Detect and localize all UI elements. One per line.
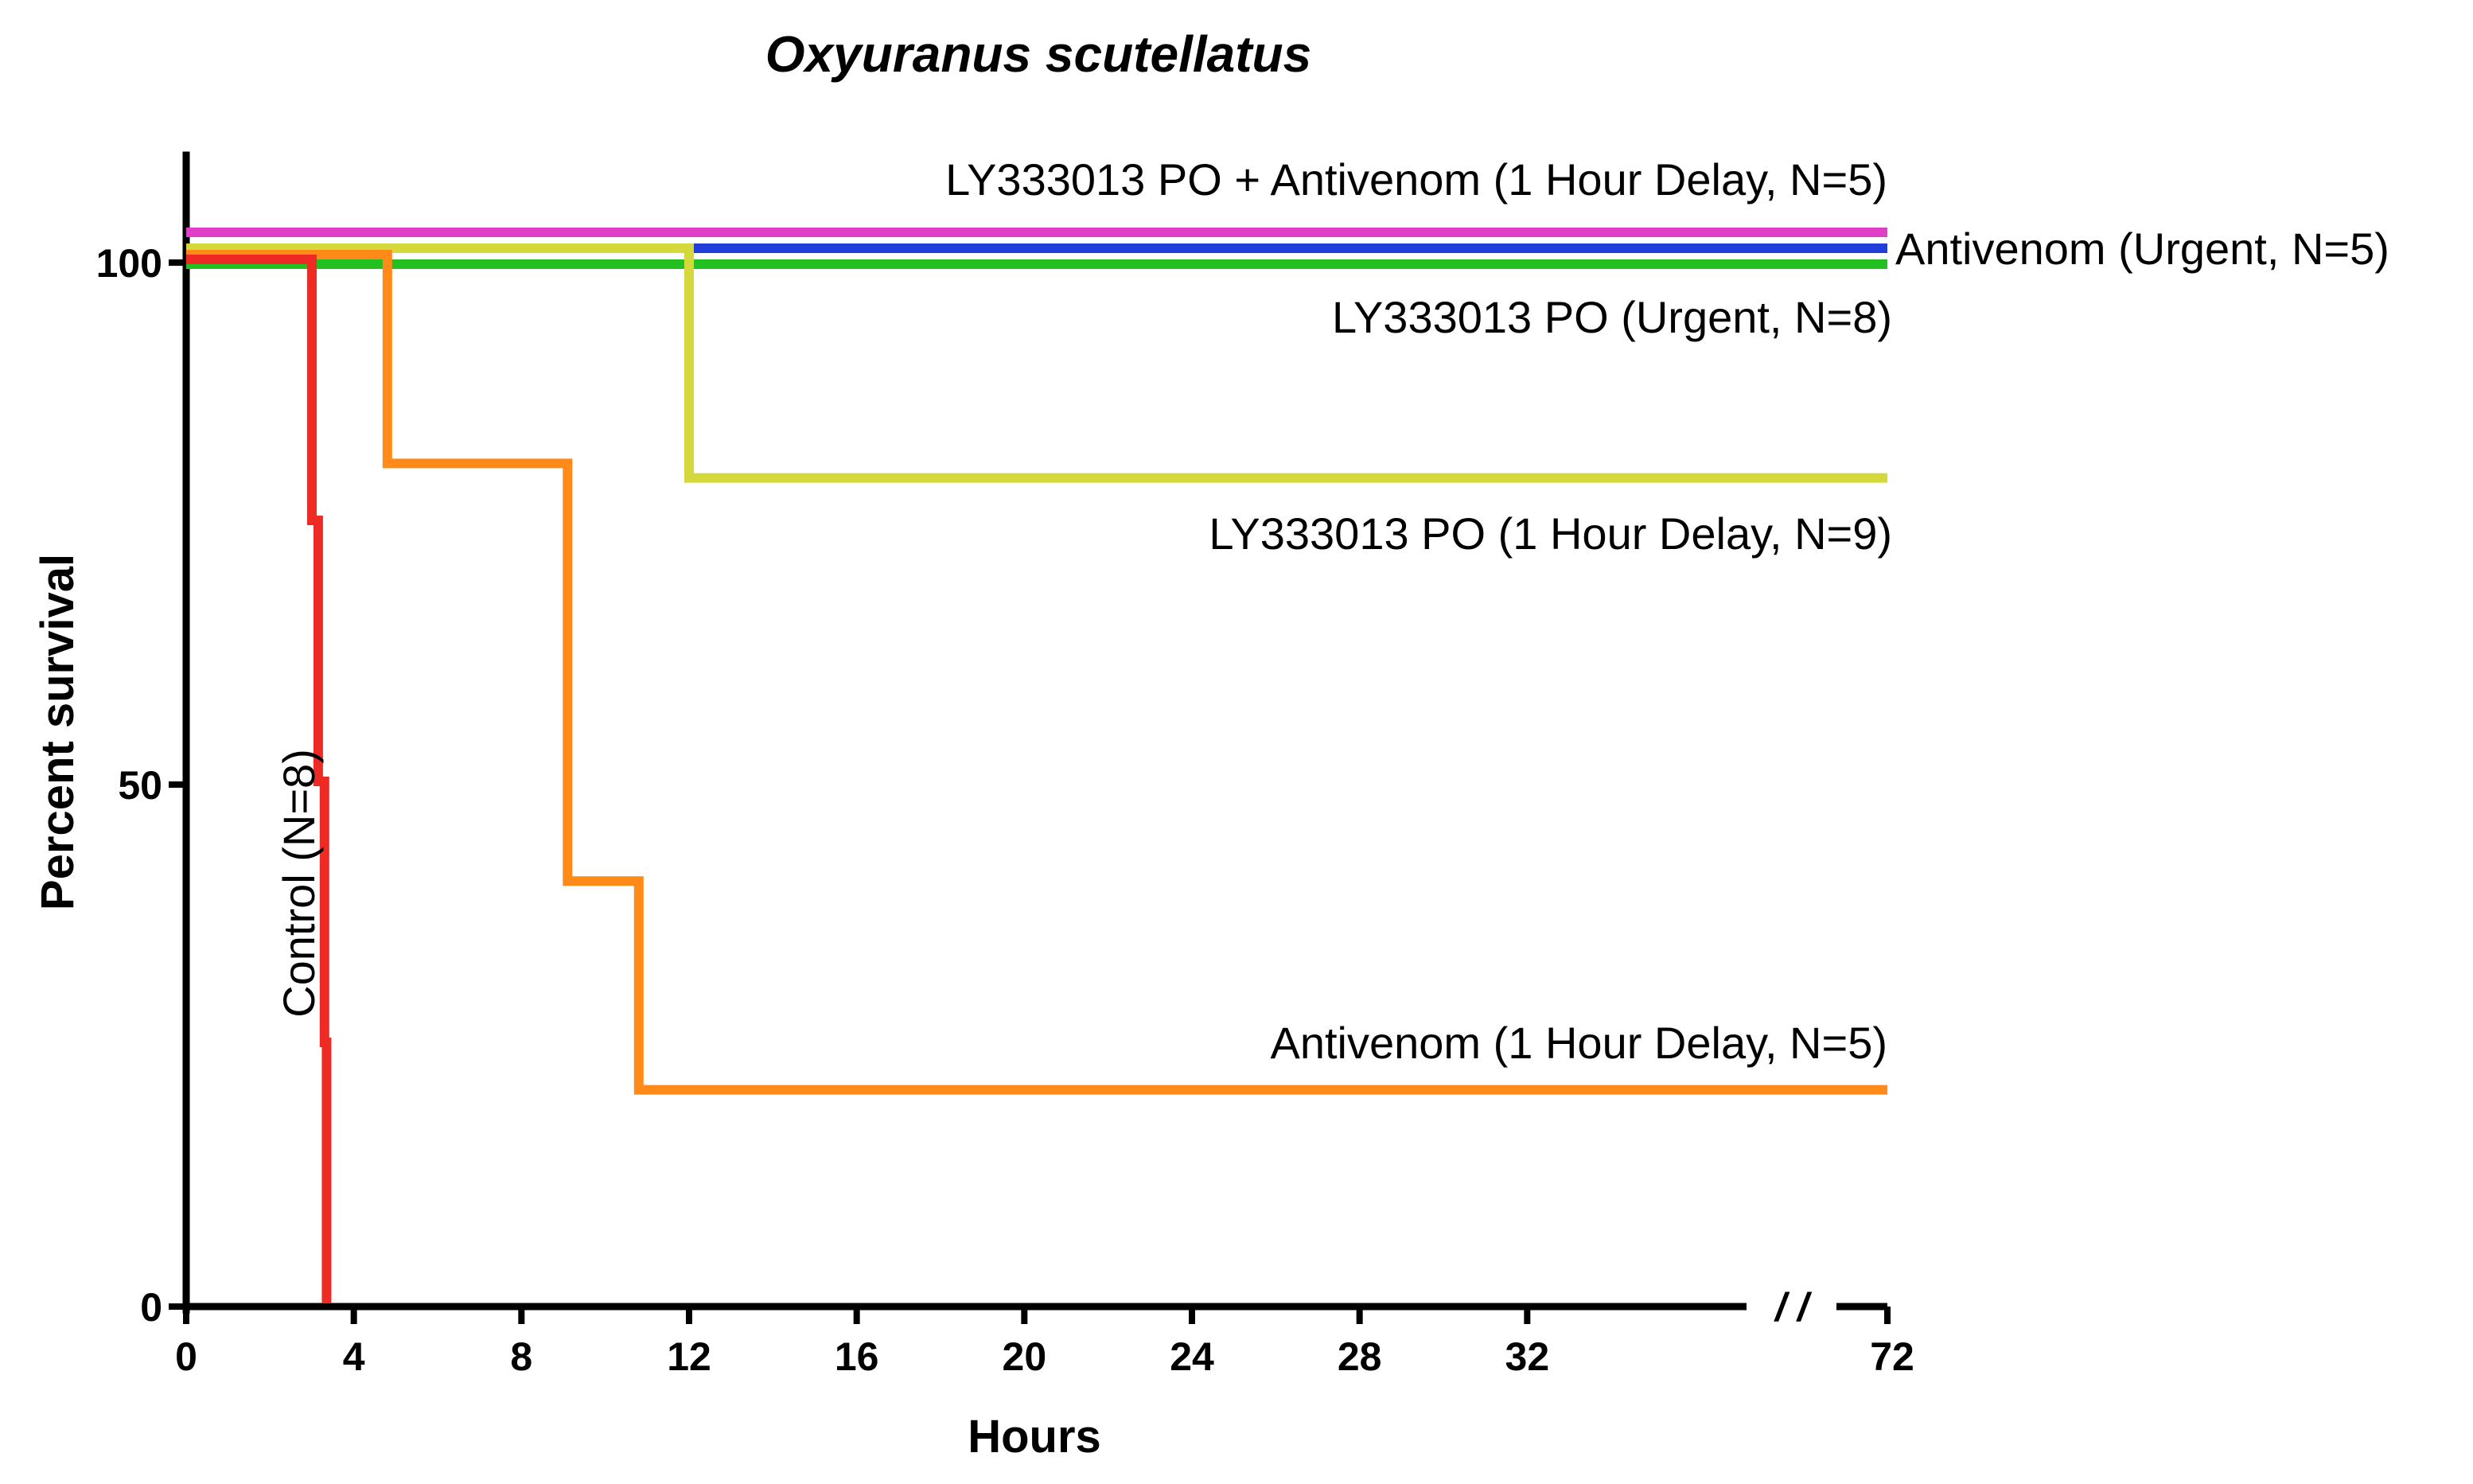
y-tick-label: 100: [96, 241, 162, 286]
x-tick-label: 28: [1338, 1334, 1382, 1379]
axes: / / 0 4 8 12 16 20 24 28 32 72 0 50 100: [96, 151, 1914, 1379]
x-tick-label: 0: [175, 1334, 197, 1379]
x-axis-break-symbol: / /: [1774, 1285, 1813, 1330]
y-tick-label: 0: [140, 1285, 162, 1330]
series-label: Antivenom (1 Hour Delay, N=5): [1271, 1018, 1888, 1068]
x-axis-label: Hours: [968, 1411, 1101, 1463]
series-layer: [186, 228, 1887, 1303]
x-tick-label: 12: [667, 1334, 711, 1379]
y-tick-label: 50: [118, 763, 162, 808]
x-tick-label: 8: [510, 1334, 532, 1379]
series-line: [186, 255, 332, 1303]
x-tick-label: 16: [835, 1334, 879, 1379]
y-axis-label: Percent survival: [32, 554, 84, 910]
x-tick-label: 4: [343, 1334, 365, 1379]
series-label: Antivenom (Urgent, N=5): [1895, 224, 2389, 274]
x-tick-label: 72: [1870, 1334, 1914, 1379]
series-line: [186, 243, 1887, 483]
series-label: LY333013 PO (Urgent, N=8): [1332, 292, 1892, 342]
x-tick-label: 20: [1003, 1334, 1047, 1379]
series-line: [186, 250, 1887, 1095]
series-label: LY333013 PO (1 Hour Delay, N=9): [1209, 508, 1892, 559]
series-label: Control (N=8): [274, 749, 324, 1018]
x-tick-label: 32: [1505, 1334, 1550, 1379]
series-label: LY333013 PO + Antivenom (1 Hour Delay, N…: [945, 154, 1887, 204]
series-labels: LY333013 PO + Antivenom (1 Hour Delay, N…: [274, 154, 2389, 1068]
chart-title: Oxyuranus scutellatus: [765, 25, 1311, 83]
x-tick-label: 24: [1170, 1334, 1214, 1379]
